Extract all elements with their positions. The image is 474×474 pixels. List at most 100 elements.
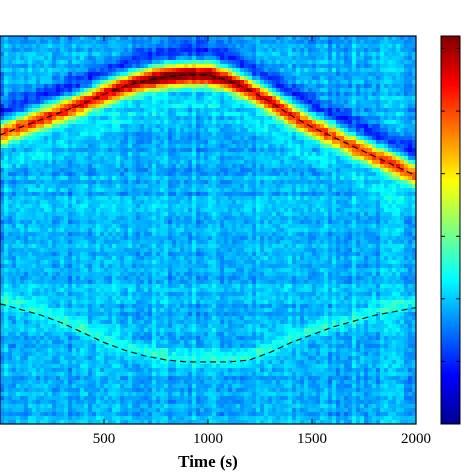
heatmap-cell [68, 380, 73, 385]
heatmap-cell [52, 388, 57, 393]
heatmap-cell [108, 332, 113, 337]
heatmap-cell [92, 116, 97, 121]
heatmap-cell [200, 240, 205, 245]
heatmap-cell [124, 300, 129, 305]
heatmap-cell [172, 140, 177, 145]
heatmap-cell [176, 172, 181, 177]
heatmap-cell [136, 52, 141, 57]
heatmap-cell [184, 360, 189, 365]
heatmap-cell [24, 40, 29, 45]
heatmap-cell [8, 132, 13, 137]
heatmap-cell [192, 96, 197, 101]
heatmap-cell [104, 292, 109, 297]
heatmap-cell [40, 420, 45, 424]
heatmap-cell [120, 420, 125, 424]
heatmap-cell [64, 420, 69, 424]
heatmap-cell [124, 320, 129, 325]
heatmap-cell [204, 116, 209, 121]
heatmap-cell [104, 352, 109, 357]
heatmap-cell [164, 216, 169, 221]
heatmap-cell [192, 304, 197, 309]
heatmap-cell [152, 44, 157, 49]
heatmap-cell [20, 392, 25, 397]
heatmap-cell [40, 356, 45, 361]
heatmap-cell [16, 128, 21, 133]
heatmap-cell [20, 408, 25, 413]
heatmap-cell [160, 328, 165, 333]
heatmap-cell [124, 408, 129, 413]
heatmap-cell [16, 144, 21, 149]
heatmap-cell [172, 260, 177, 265]
heatmap-cell [168, 264, 173, 269]
heatmap-cell [48, 84, 53, 89]
heatmap-cell [204, 148, 209, 153]
heatmap-cell [84, 116, 89, 121]
heatmap-cell [4, 36, 9, 41]
heatmap-cell [32, 208, 37, 213]
heatmap-cell [96, 184, 101, 189]
heatmap-cell [20, 292, 25, 297]
heatmap-cell [160, 200, 165, 205]
heatmap-cell [200, 292, 205, 297]
heatmap-cell [16, 96, 21, 101]
heatmap-cell [44, 272, 49, 277]
heatmap-cell [196, 280, 201, 285]
heatmap-cell [168, 96, 173, 101]
heatmap-cell [100, 196, 105, 201]
heatmap-cell [116, 328, 121, 333]
heatmap-cell [168, 64, 173, 69]
heatmap-cell [132, 80, 137, 85]
heatmap-cell [24, 348, 29, 353]
heatmap-cell [40, 408, 45, 413]
heatmap-cell [60, 188, 65, 193]
heatmap-cell [76, 44, 81, 49]
heatmap-cell [0, 228, 5, 233]
heatmap-cell [200, 200, 205, 205]
heatmap-cell [108, 36, 113, 41]
heatmap-cell [52, 72, 57, 77]
heatmap-cell [124, 164, 129, 169]
heatmap-cell [80, 204, 85, 209]
heatmap-cell [68, 104, 73, 109]
heatmap-cell [144, 396, 149, 401]
heatmap-cell [180, 368, 185, 373]
heatmap-cell [76, 280, 81, 285]
heatmap-cell [140, 120, 145, 125]
heatmap-cell [24, 316, 29, 321]
heatmap-cell [68, 40, 73, 45]
heatmap-cell [156, 60, 161, 65]
heatmap-cell [84, 288, 89, 293]
heatmap-cell [56, 416, 61, 421]
heatmap-cell [180, 340, 185, 345]
heatmap-cell [88, 400, 93, 405]
heatmap-cell [64, 280, 69, 285]
heatmap-cell [0, 276, 5, 281]
heatmap-cell [52, 204, 57, 209]
heatmap-cell [176, 360, 181, 365]
heatmap-cell [32, 276, 37, 281]
heatmap-cell [148, 96, 153, 101]
heatmap-cell [172, 220, 177, 225]
heatmap-cell [184, 212, 189, 217]
heatmap-cell [188, 376, 193, 381]
heatmap-cell [36, 80, 41, 85]
heatmap-cell [132, 292, 137, 297]
heatmap-cell [200, 108, 205, 113]
heatmap-cell [160, 80, 165, 85]
heatmap-cell [36, 88, 41, 93]
heatmap-cell [56, 216, 61, 221]
heatmap-cell [108, 364, 113, 369]
heatmap-cell [96, 56, 101, 61]
heatmap-cell [160, 152, 165, 157]
heatmap-cell [40, 40, 45, 45]
heatmap-cell [140, 240, 145, 245]
heatmap-cell [180, 200, 185, 205]
heatmap-cell [116, 76, 121, 81]
heatmap-cell [196, 376, 201, 381]
heatmap-cell [112, 156, 117, 161]
heatmap-cell [188, 388, 193, 393]
heatmap-cell [132, 192, 137, 197]
heatmap-cell [192, 404, 197, 409]
heatmap-cell [128, 40, 133, 45]
heatmap-cell [16, 276, 21, 281]
